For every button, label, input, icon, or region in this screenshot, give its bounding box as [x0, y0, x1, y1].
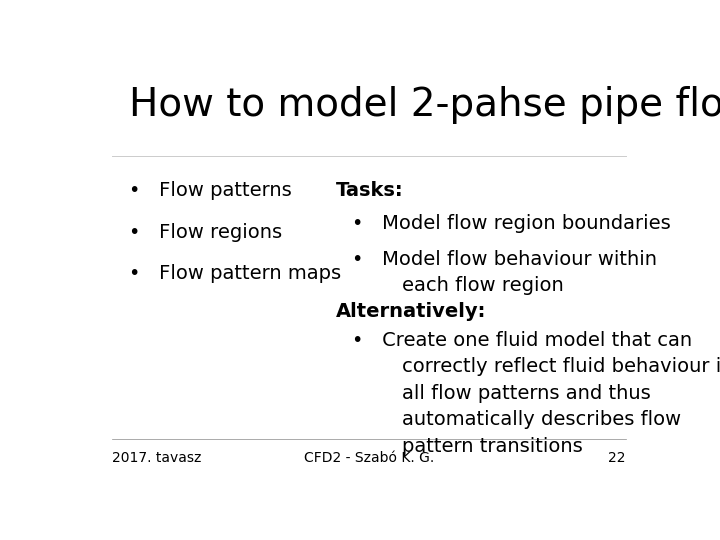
Text: •   Model flow region boundaries: • Model flow region boundaries: [352, 214, 671, 233]
Text: CFD2 - Szabó K. G.: CFD2 - Szabó K. G.: [304, 451, 434, 465]
Text: •   Flow patterns: • Flow patterns: [129, 181, 292, 200]
Text: •   Model flow behaviour within
        each flow region: • Model flow behaviour within each flow …: [352, 250, 657, 295]
Text: •   Create one fluid model that can
        correctly reflect fluid behaviour in: • Create one fluid model that can correc…: [352, 331, 720, 456]
Text: Tasks:: Tasks:: [336, 181, 403, 200]
Text: •   Flow regions: • Flow regions: [129, 223, 282, 242]
Text: 2017. tavasz: 2017. tavasz: [112, 451, 202, 465]
Text: How to model 2-pahse pipe flow?: How to model 2-pahse pipe flow?: [129, 85, 720, 124]
Text: Alternatively:: Alternatively:: [336, 302, 486, 321]
Text: •   Flow pattern maps: • Flow pattern maps: [129, 265, 341, 284]
Text: 22: 22: [608, 451, 626, 465]
